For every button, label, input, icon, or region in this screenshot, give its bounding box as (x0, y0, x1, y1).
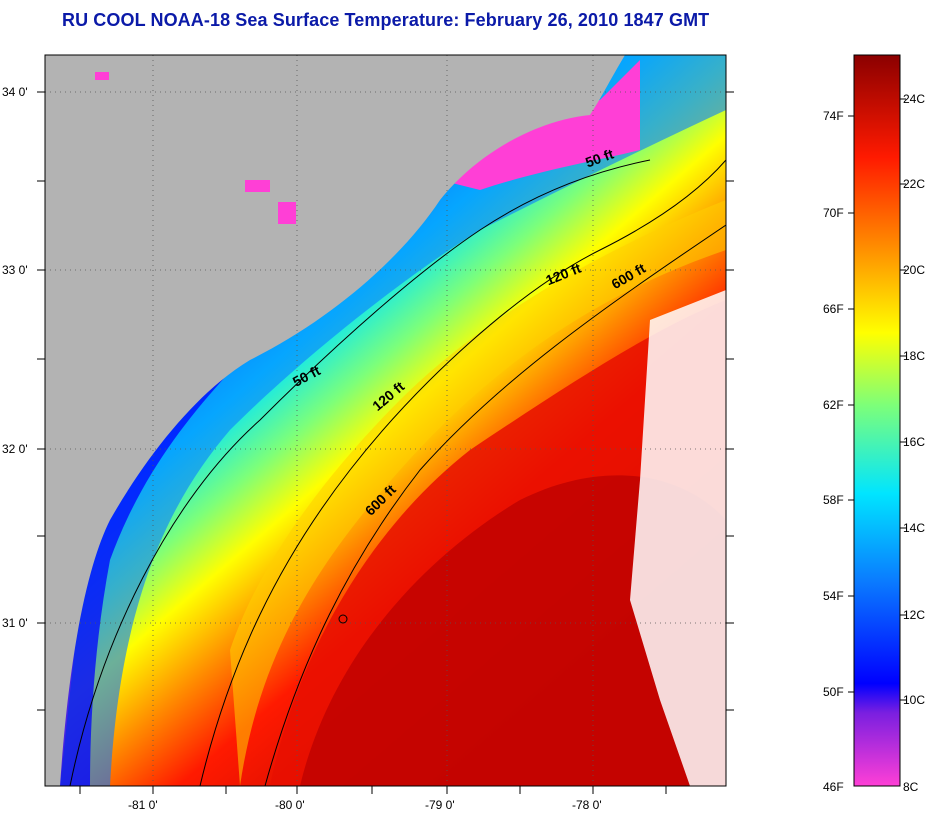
lon-label-80: -80 0' (275, 798, 305, 812)
lon-label-78: -78 0' (572, 798, 602, 812)
colorbar (853, 54, 901, 787)
colorbar-c-20: 20C (903, 263, 926, 277)
lat-label-31: 31 0' (2, 616, 28, 630)
isobath-120ft (199, 159, 726, 786)
lat-label-32: 32 0' (2, 442, 28, 456)
colorbar-c-14: 14C (903, 521, 926, 535)
colorbar-c-12: 12C (903, 608, 926, 622)
colorbar-f-62: 62F (823, 398, 844, 412)
lon-label-79: -79 0' (425, 798, 455, 812)
colorbar-c-16: 16C (903, 435, 926, 449)
colorbar-f-46: 46F (823, 780, 844, 794)
lon-label-81: -81 0' (128, 798, 158, 812)
isobath-600ft (264, 224, 726, 786)
colorbar-c-10: 10C (903, 693, 926, 707)
map-title: RU COOL NOAA-18 Sea Surface Temperature:… (62, 10, 710, 30)
isobath-50ft (69, 159, 651, 786)
colorbar-f-50: 50F (823, 685, 844, 699)
sst-field (45, 55, 726, 786)
colorbar-f-58: 58F (823, 493, 844, 507)
colorbar-c-8: 8C (903, 780, 919, 794)
colorbar-f-54: 54F (823, 589, 844, 603)
colorbar-c-18: 18C (903, 349, 926, 363)
lat-label-33: 33 0' (2, 263, 28, 277)
colorbar-f-66: 66F (823, 302, 844, 316)
colorbar-f-70: 70F (823, 206, 844, 220)
colorbar-f-74: 74F (823, 109, 844, 123)
lat-label-34: 34 0' (2, 85, 28, 99)
colorbar-c-24: 24C (903, 92, 926, 106)
colorbar-c-22: 22C (903, 177, 926, 191)
map-frame (44, 54, 727, 787)
